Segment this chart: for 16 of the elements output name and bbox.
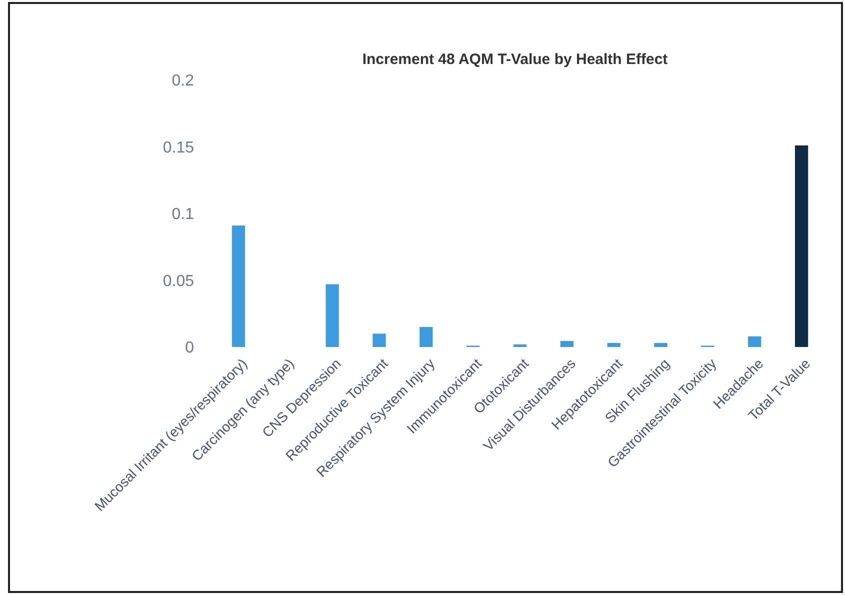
y-tick-label: 0.1	[172, 206, 194, 224]
bar	[748, 336, 762, 347]
y-tick-label: 0.05	[162, 272, 194, 290]
bar	[607, 342, 620, 347]
bar	[513, 344, 527, 347]
bar	[560, 340, 574, 347]
y-tick-label: 0.15	[162, 139, 194, 156]
y-tick-label: 0.2	[172, 72, 194, 90]
bar	[372, 334, 386, 347]
bar	[654, 342, 668, 347]
bar	[326, 284, 339, 347]
y-tick-label: 0	[185, 340, 194, 357]
bar	[232, 226, 246, 347]
chart-title: Increment 48 AQM T-Value by Health Effect	[362, 51, 668, 68]
bar	[420, 326, 433, 347]
bar	[794, 145, 808, 347]
